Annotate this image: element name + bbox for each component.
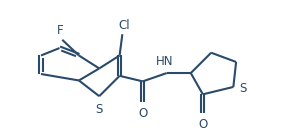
Text: S: S — [95, 103, 103, 116]
Text: Cl: Cl — [118, 19, 130, 32]
Text: O: O — [198, 118, 208, 131]
Text: O: O — [138, 107, 147, 120]
Text: F: F — [57, 24, 64, 37]
Text: HN: HN — [156, 55, 174, 68]
Text: S: S — [239, 82, 246, 95]
